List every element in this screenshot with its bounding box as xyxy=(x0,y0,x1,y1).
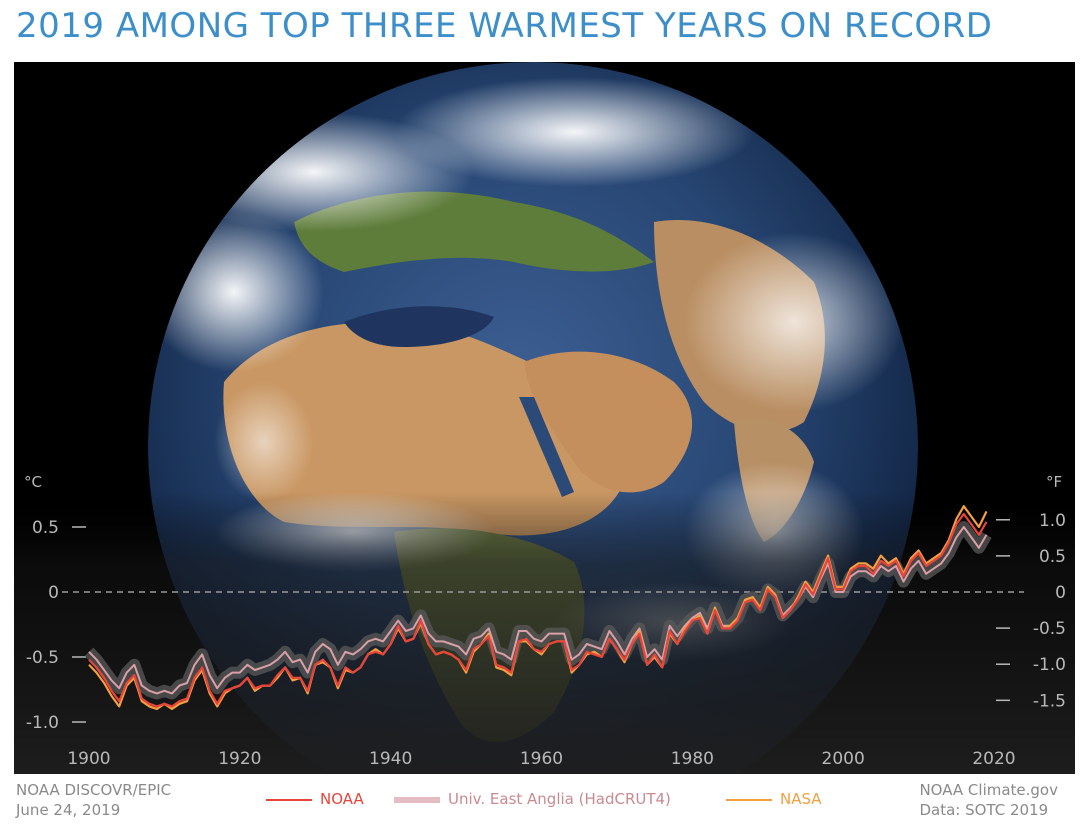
legend-hadcrut: Univ. East Anglia (HadCRUT4) xyxy=(394,790,671,808)
y-tick-label-right: -0.5 xyxy=(1033,619,1066,639)
x-tick-label: 2000 xyxy=(822,749,865,769)
series-line-noaa xyxy=(88,512,988,708)
image-credit-source: NOAA DISCOVR/EPIC xyxy=(16,781,172,799)
x-tick-label: 1980 xyxy=(671,749,714,769)
x-tick-label: 2020 xyxy=(972,749,1015,769)
x-tick-label: 1900 xyxy=(67,749,110,769)
data-credit-site: NOAA Climate.gov xyxy=(919,781,1058,799)
legend-nasa-swatch xyxy=(726,798,772,801)
data-credit: NOAA Climate.gov Data: SOTC 2019 xyxy=(919,780,1058,820)
data-credit-source: Data: SOTC 2019 xyxy=(919,801,1049,819)
legend-nasa-label: NASA xyxy=(780,790,822,808)
legend-nasa: NASA xyxy=(726,790,822,808)
y-tick-label-left: 0.5 xyxy=(32,518,59,538)
legend-hadcrut-label: Univ. East Anglia (HadCRUT4) xyxy=(448,790,671,808)
y-tick-label-right: -1.5 xyxy=(1033,691,1066,711)
y-tick-label-right: 0 xyxy=(1055,583,1066,603)
series-line-hadcrut xyxy=(88,526,988,695)
y-axis-unit-left: °C xyxy=(24,473,42,491)
legend-noaa-label: NOAA xyxy=(320,790,364,808)
legend-noaa: NOAA xyxy=(266,790,364,808)
x-tick-label: 1940 xyxy=(369,749,412,769)
x-tick-label: 1920 xyxy=(218,749,261,769)
y-tick-label-right: -1.0 xyxy=(1033,655,1066,675)
y-tick-label-right: 0.5 xyxy=(1039,547,1066,567)
chart-panel: °C °F 0.5 0 -0.5 -1.0 1.0 0.5 0 -0.5 -1.0 -1.5 1900 1… xyxy=(14,62,1075,774)
image-credit: NOAA DISCOVR/EPIC June 24, 2019 xyxy=(16,780,171,820)
y-tick-label-right: 1.0 xyxy=(1039,511,1066,531)
legend-hadcrut-swatch xyxy=(394,796,440,803)
y-tick-label-left: -1.0 xyxy=(26,713,59,733)
x-tick-label: 1960 xyxy=(520,749,563,769)
footer: NOAA DISCOVR/EPIC June 24, 2019 NOAA Uni… xyxy=(0,776,1080,833)
image-credit-date: June 24, 2019 xyxy=(16,801,121,819)
legend-noaa-swatch xyxy=(266,798,312,801)
temperature-chart: °C °F 0.5 0 -0.5 -1.0 1.0 0.5 0 -0.5 -1.0 -1.5 1900 1… xyxy=(14,62,1075,774)
y-tick-label-left: -0.5 xyxy=(26,648,59,668)
page-title: 2019 AMONG TOP THREE WARMEST YEARS ON RE… xyxy=(16,6,993,46)
y-tick-label-left: 0 xyxy=(48,583,59,603)
y-axis-unit-right: °F xyxy=(1046,473,1062,491)
